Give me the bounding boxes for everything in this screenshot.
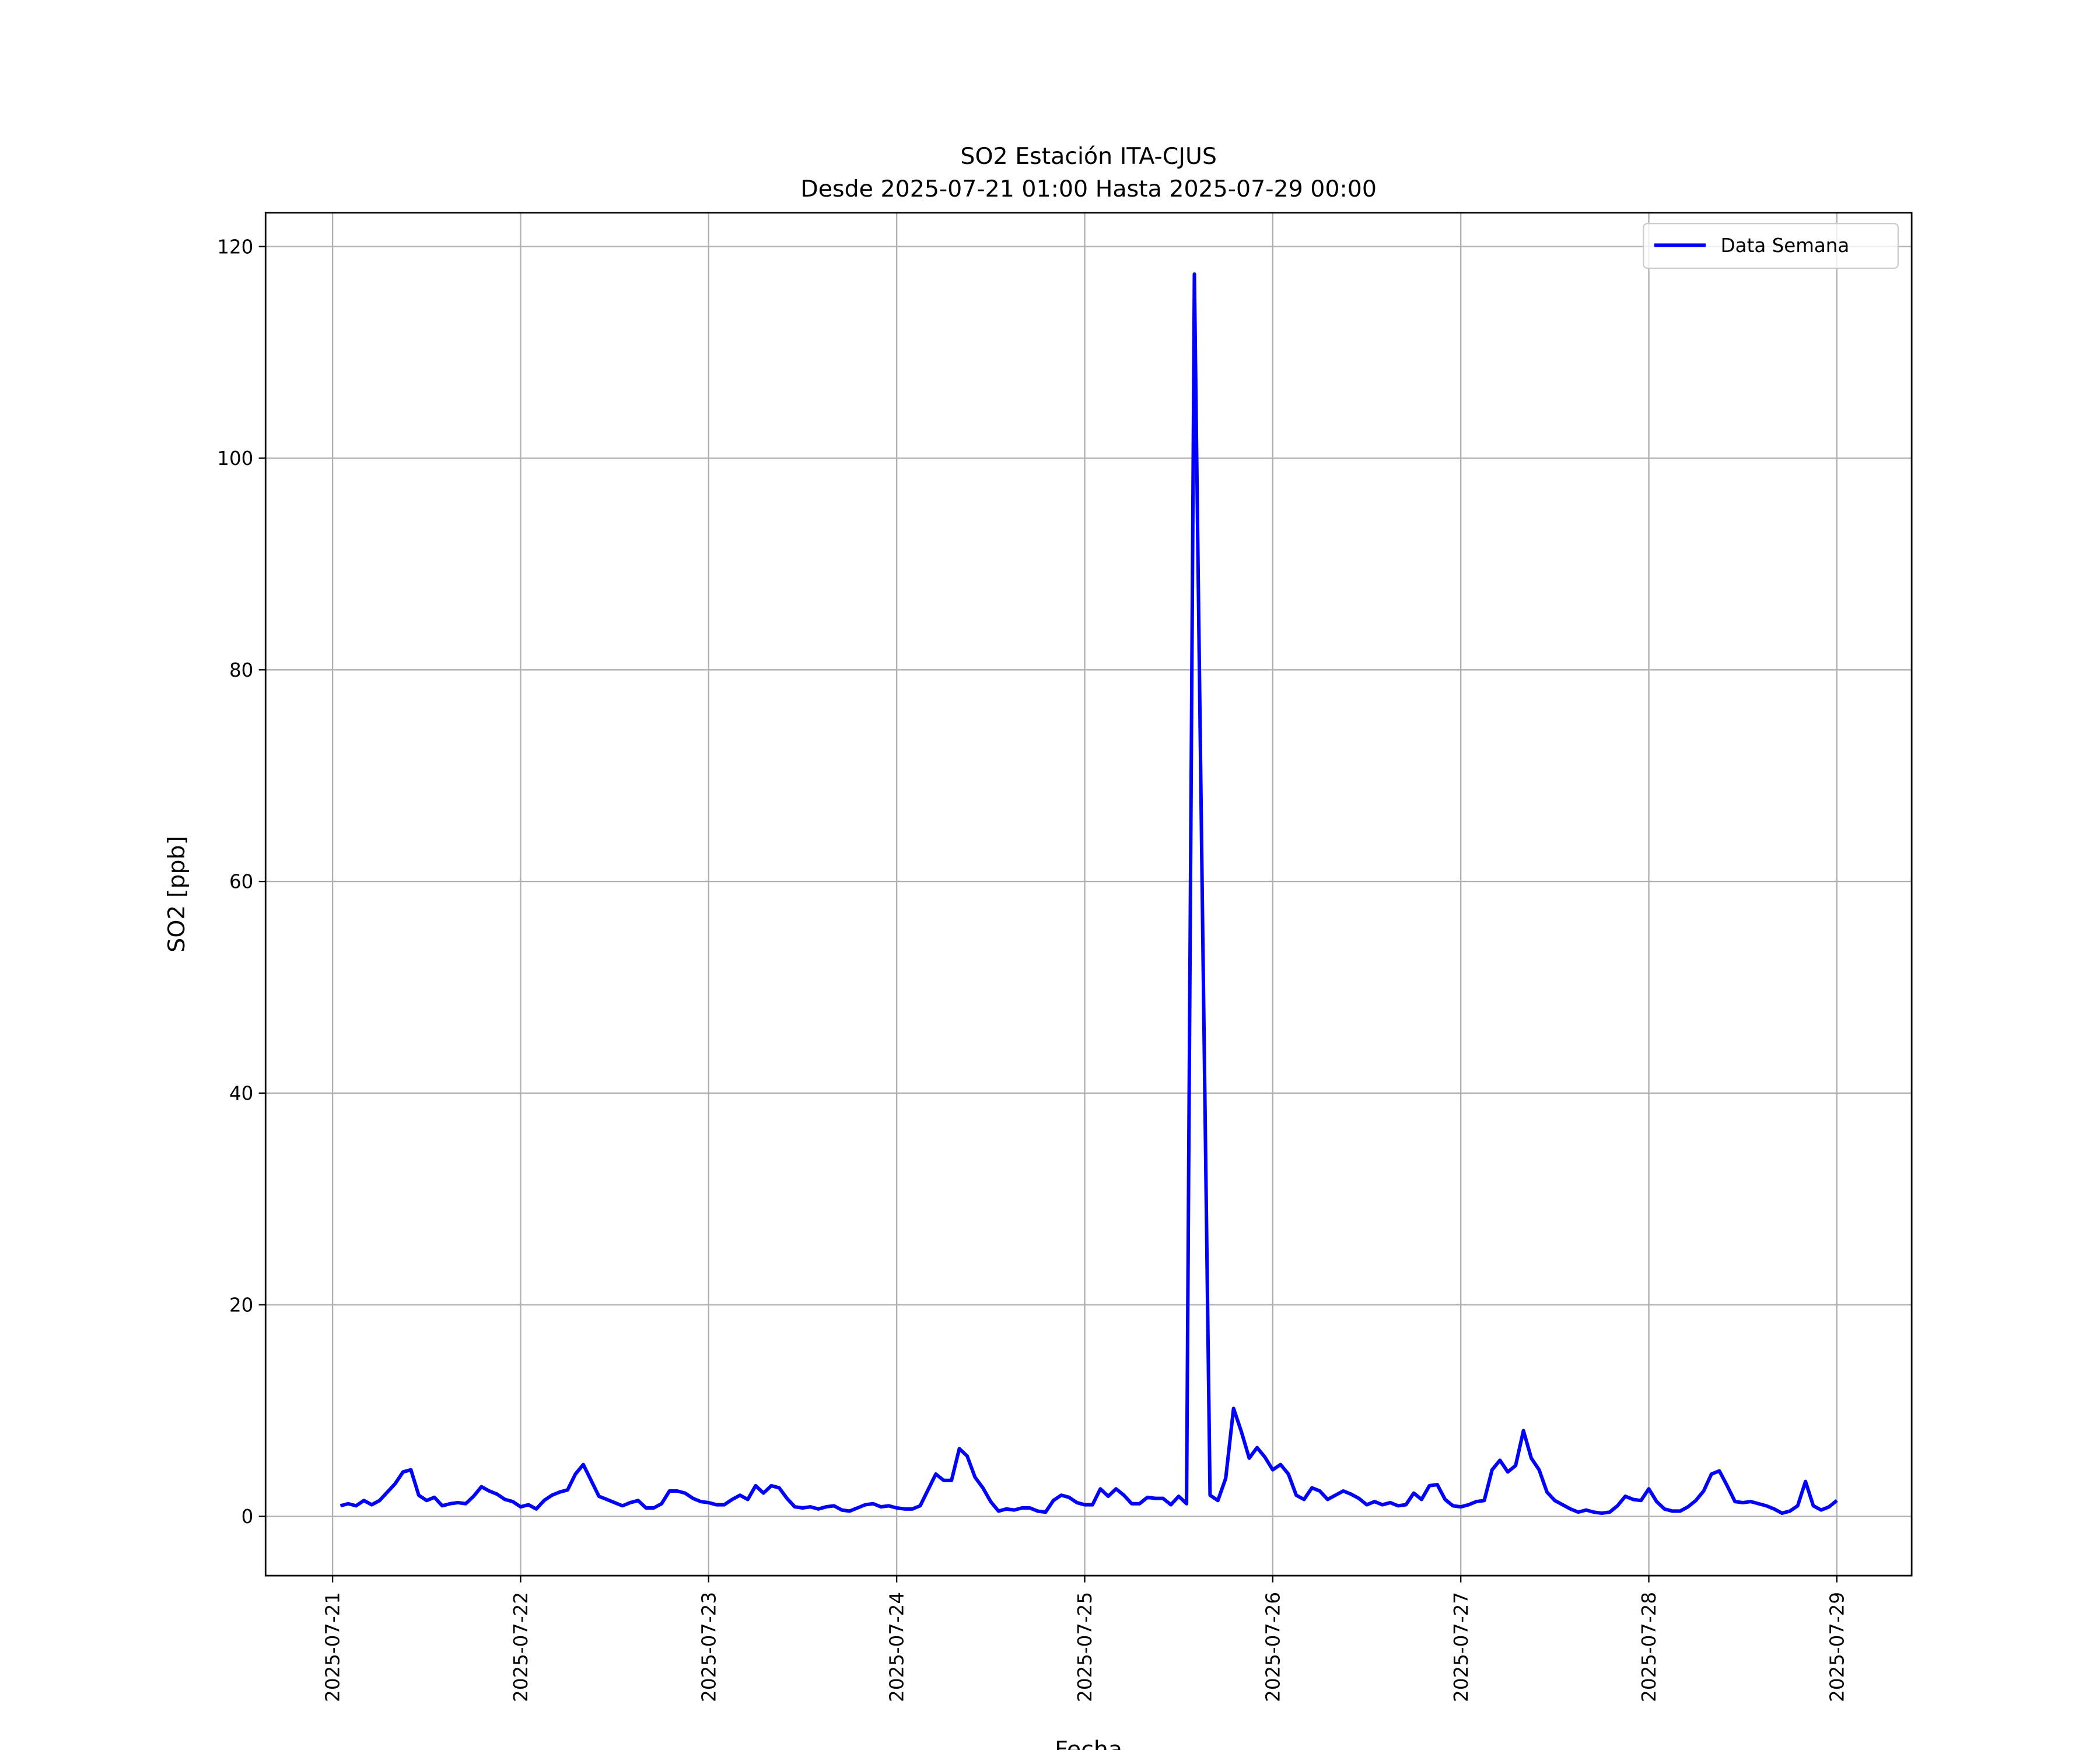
x-tick-label: 2025-07-29 [1826, 1592, 1848, 1702]
data-line [340, 272, 1838, 1516]
plot-area [340, 272, 1838, 1516]
y-tick-label: 60 [229, 871, 253, 893]
y-tick-label: 100 [217, 447, 253, 470]
y-tick-label: 40 [229, 1083, 253, 1105]
legend: Data Semana [1643, 223, 1899, 270]
chart-subtitle: Desde 2025-07-21 01:00 Hasta 2025-07-29 … [800, 176, 1377, 202]
x-axis-label: Fecha [1055, 1736, 1122, 1750]
x-tick-label: 2025-07-23 [698, 1592, 720, 1702]
ticks: 0 20 40 60 80 100 120 2025-07-21 2025-07-22 2025-… [217, 236, 1848, 1702]
y-tick-label: 20 [229, 1294, 253, 1316]
x-tick-label: 2025-07-28 [1638, 1592, 1660, 1702]
axes-frame [264, 212, 1913, 1577]
y-tick-label: 0 [242, 1506, 254, 1528]
x-tick-label: 2025-07-25 [1074, 1592, 1096, 1702]
x-tick-label: 2025-07-27 [1450, 1592, 1472, 1702]
x-tick-label: 2025-07-22 [510, 1592, 532, 1702]
legend-box [1643, 223, 1899, 270]
y-tick-label: 120 [217, 236, 253, 258]
y-axis-label: SO2 [ppb] [163, 836, 190, 953]
chart-title: SO2 Estación ITA-CJUS [960, 143, 1217, 170]
x-tick-label: 2025-07-21 [322, 1592, 344, 1702]
x-tick-label: 2025-07-24 [886, 1592, 908, 1702]
legend-label: Data Semana [1721, 235, 1850, 257]
grid [265, 212, 1912, 1576]
y-tick-label: 80 [229, 659, 253, 681]
x-tick-label: 2025-07-26 [1262, 1592, 1284, 1702]
